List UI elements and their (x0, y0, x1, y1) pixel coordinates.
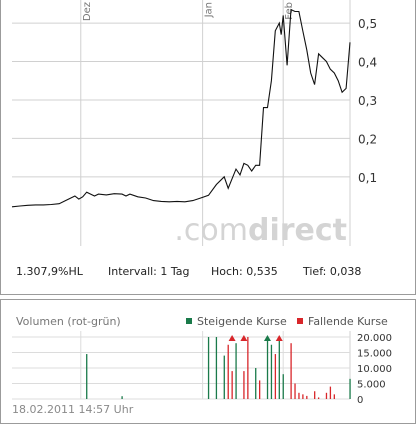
volume-bar (294, 383, 296, 399)
volume-bar (231, 371, 233, 399)
volume-y-tick-label: 10.000 (357, 364, 392, 375)
volume-bar (317, 397, 320, 399)
volume-overflow-arrow (275, 335, 283, 341)
comdirect-watermark: .comdirect (174, 213, 347, 248)
volume-bar (266, 340, 269, 399)
volume-bar (282, 374, 284, 399)
volume-bar (243, 371, 245, 399)
legend-rising-swatch (186, 318, 192, 324)
price-chart-panel (0, 0, 416, 295)
legend-rising-label: Steigende Kurse (197, 315, 287, 328)
interval-label: Intervall: 1 Tag (108, 265, 190, 278)
price-y-tick-label: 0,4 (358, 56, 377, 70)
volume-bar (306, 395, 308, 399)
price-y-tick-label: 0,1 (358, 171, 377, 185)
high-value: Hoch: 0,535 (211, 265, 278, 278)
volume-overflow-arrow (240, 335, 248, 341)
volume-bar (298, 392, 300, 399)
price-y-tick-label: 0,2 (358, 132, 377, 146)
volume-bar (86, 354, 88, 399)
volume-y-tick-label: 20.000 (357, 333, 392, 344)
legend-rising: Steigende Kurse (186, 315, 287, 328)
volume-bar (302, 394, 304, 399)
volume-overflow-arrow (263, 335, 271, 341)
volume-bar (255, 368, 257, 399)
volume-bar (227, 344, 229, 399)
volume-y-tick-label: 5.000 (357, 380, 386, 391)
timestamp: 18.02.2011 14:57 Uhr (12, 403, 134, 416)
volume-bar (349, 378, 351, 399)
month-label: Feb (284, 2, 295, 20)
price-chart: .comdirect 0,1 0,2 0,3 0,4 0,5 Dez Jan Feb (11, 0, 377, 248)
volume-bar (270, 344, 273, 399)
volume-bar (329, 386, 332, 399)
legend-falling: Fallende Kurse (297, 315, 388, 328)
price-series-line (11, 8, 351, 208)
month-label: Jan (204, 2, 215, 18)
price-y-tick-label: 0,3 (358, 94, 377, 108)
volume-y-tick-label: 0 (357, 395, 363, 406)
volume-y-tick-label: 15.000 (357, 349, 392, 360)
volume-bar (235, 343, 237, 399)
volume-bar (333, 394, 335, 399)
volume-bar (314, 391, 316, 399)
volume-bar (207, 337, 210, 399)
volume-bar (274, 354, 277, 399)
volume-bar (215, 337, 218, 399)
volume-bar (259, 380, 261, 399)
volume-bar (278, 340, 280, 399)
legend-falling-swatch (297, 318, 303, 324)
volume-bar (121, 396, 123, 399)
low-value: Tief: 0,038 (303, 265, 362, 278)
price-y-tick-label: 0,5 (358, 17, 377, 31)
volume-title: Volumen (rot-grün) (16, 315, 121, 328)
month-label: Dez (82, 2, 93, 21)
change-percent: 1.307,9%HL (16, 265, 83, 278)
volume-overflow-arrow (228, 335, 236, 341)
volume-bar (223, 355, 225, 399)
volume-bar (247, 337, 249, 399)
volume-bar (290, 343, 292, 399)
volume-bar (325, 392, 328, 399)
legend-falling-label: Fallende Kurse (308, 315, 388, 328)
